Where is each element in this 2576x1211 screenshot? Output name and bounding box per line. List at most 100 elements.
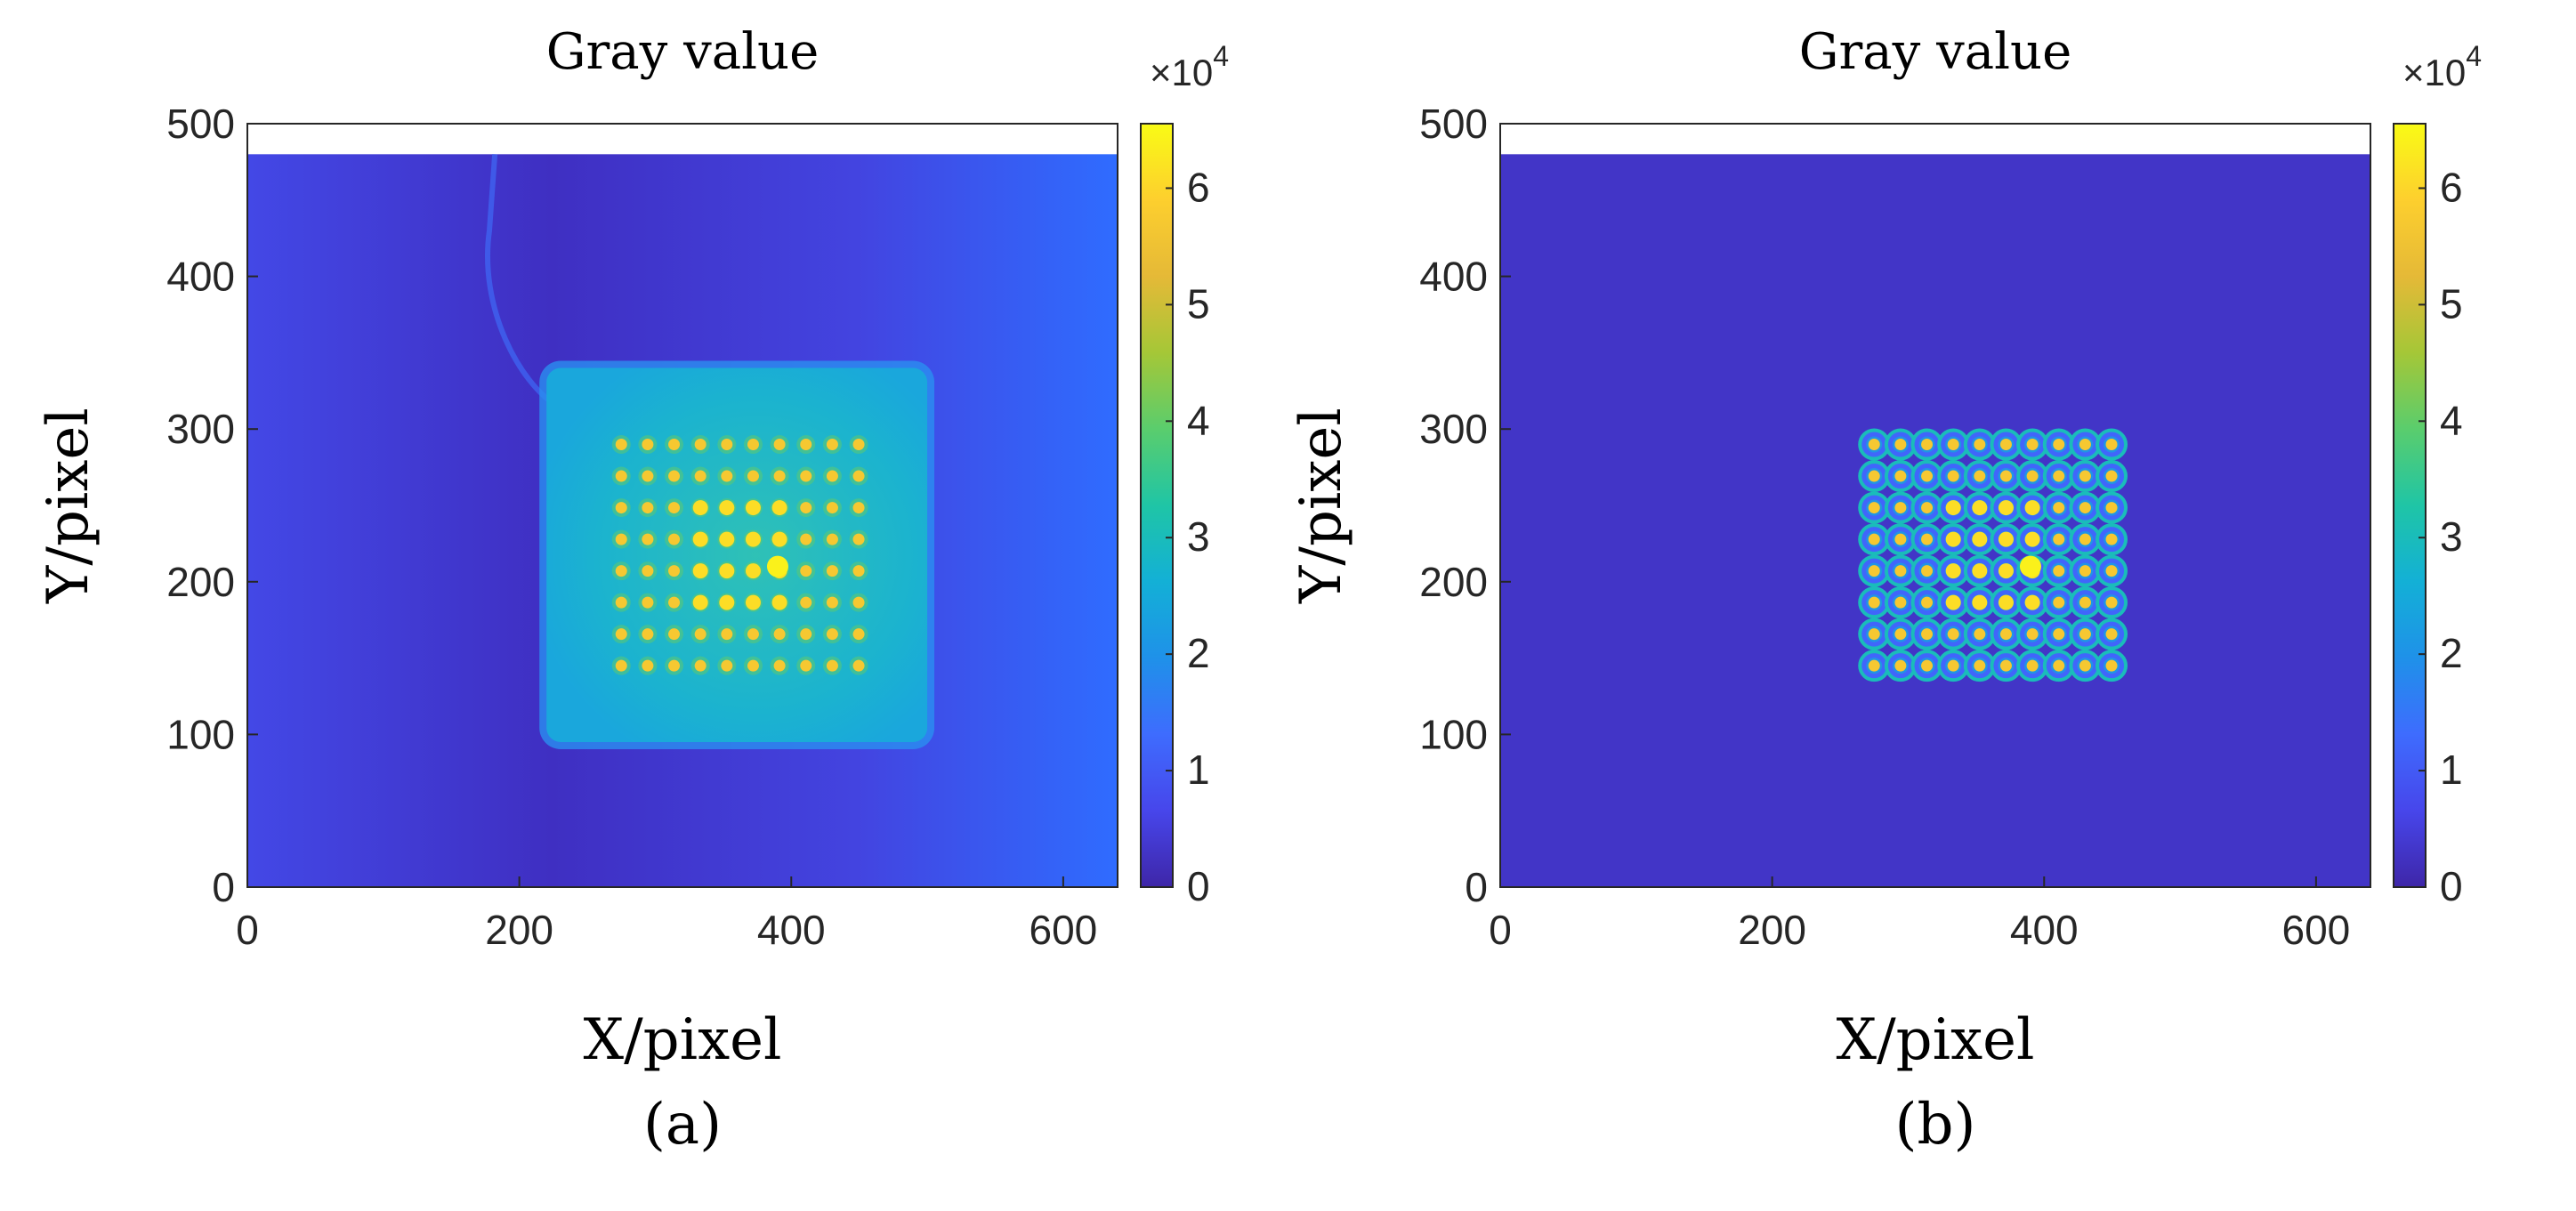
x-tick-label: 200 bbox=[485, 907, 553, 953]
spot bbox=[668, 533, 681, 545]
y-tick-label: 300 bbox=[166, 406, 235, 452]
y-tick-label: 100 bbox=[1419, 711, 1488, 757]
plate bbox=[546, 367, 928, 742]
spot bbox=[2053, 470, 2065, 482]
spot bbox=[1947, 628, 1959, 641]
spot bbox=[1894, 439, 1907, 451]
colorbar-tick-label: 1 bbox=[1187, 747, 1210, 793]
spot bbox=[745, 594, 761, 610]
spot bbox=[1998, 500, 2014, 516]
spot bbox=[692, 563, 708, 579]
spot bbox=[745, 500, 761, 516]
spot bbox=[1947, 439, 1959, 451]
spot bbox=[2079, 565, 2091, 577]
spot bbox=[1868, 470, 1880, 482]
spot bbox=[1974, 439, 1986, 451]
spot bbox=[2105, 659, 2118, 672]
spot bbox=[668, 470, 681, 482]
spot bbox=[692, 500, 708, 516]
y-tick-label: 200 bbox=[1419, 559, 1488, 605]
spot bbox=[721, 470, 733, 482]
y-tick-label: 500 bbox=[1419, 101, 1488, 147]
spot bbox=[1974, 470, 1986, 482]
colorbar-tick-label: 2 bbox=[2440, 630, 2463, 676]
spot bbox=[1998, 563, 2014, 579]
colorbar bbox=[1140, 123, 1174, 888]
spot bbox=[2079, 659, 2091, 672]
colorbar-tick-label: 2 bbox=[1187, 630, 1210, 676]
spot bbox=[826, 533, 838, 545]
colorbar-tick-label: 6 bbox=[2440, 164, 2463, 210]
spot bbox=[692, 594, 708, 610]
x-tick-label: 0 bbox=[236, 907, 259, 953]
colorbar-tick-label: 5 bbox=[2440, 280, 2463, 327]
spot bbox=[2026, 439, 2039, 451]
spot bbox=[1921, 502, 1934, 514]
spot bbox=[2053, 596, 2065, 609]
spot bbox=[2105, 628, 2118, 641]
spot bbox=[721, 628, 733, 641]
spot bbox=[1945, 531, 1961, 547]
spot bbox=[1868, 439, 1880, 451]
spot bbox=[615, 439, 627, 451]
spot bbox=[1999, 659, 2012, 672]
spot bbox=[668, 628, 681, 641]
spot bbox=[2024, 594, 2040, 610]
spot bbox=[2105, 596, 2118, 609]
spot bbox=[1998, 594, 2014, 610]
y-tick-label: 0 bbox=[212, 864, 235, 910]
x-tick-label: 400 bbox=[2010, 907, 2079, 953]
spot bbox=[692, 531, 708, 547]
y-tick-label: 400 bbox=[166, 254, 235, 300]
spot bbox=[642, 470, 654, 482]
spot bbox=[826, 659, 838, 672]
spot bbox=[852, 596, 865, 609]
spot bbox=[747, 659, 759, 672]
colorbar-tick-label: 4 bbox=[1187, 397, 1210, 443]
spot bbox=[1868, 565, 1880, 577]
x-tick-label: 600 bbox=[2282, 907, 2351, 953]
spot bbox=[826, 565, 838, 577]
spot bbox=[800, 565, 812, 577]
spot bbox=[826, 628, 838, 641]
colorbar-exponent-base: ×10 bbox=[1150, 52, 1213, 93]
spot bbox=[2105, 533, 2118, 545]
colorbar-exponent: ×104 bbox=[2402, 40, 2482, 93]
spot bbox=[2026, 628, 2039, 641]
spot bbox=[668, 596, 681, 609]
spot bbox=[800, 439, 812, 451]
spot bbox=[1894, 533, 1907, 545]
x-tick-label: 200 bbox=[1738, 907, 1806, 953]
spot bbox=[2053, 565, 2065, 577]
spot bbox=[852, 502, 865, 514]
spot bbox=[1999, 628, 2012, 641]
spot bbox=[694, 659, 707, 672]
spot bbox=[642, 628, 654, 641]
spot bbox=[1947, 470, 1959, 482]
axes-box bbox=[246, 123, 1118, 888]
spot bbox=[721, 659, 733, 672]
spot bbox=[615, 502, 627, 514]
x-tick-label: 0 bbox=[1489, 907, 1512, 953]
spot bbox=[1921, 439, 1934, 451]
spot bbox=[1868, 533, 1880, 545]
spot bbox=[1894, 628, 1907, 641]
spot bbox=[1868, 659, 1880, 672]
colorbar-exponent-power: 4 bbox=[1213, 40, 1229, 72]
spot bbox=[1972, 500, 1988, 516]
spot bbox=[1974, 628, 1986, 641]
spot bbox=[852, 439, 865, 451]
colorbar-tick-label: 1 bbox=[2440, 747, 2463, 793]
y-tick-label: 400 bbox=[1419, 254, 1488, 300]
spot bbox=[694, 439, 707, 451]
spot bbox=[2053, 439, 2065, 451]
y-tick-label: 100 bbox=[166, 711, 235, 757]
spot bbox=[1921, 565, 1934, 577]
spot bbox=[694, 628, 707, 641]
y-axis-label: Y/pixel bbox=[1288, 408, 1354, 604]
spot bbox=[642, 659, 654, 672]
spot bbox=[745, 531, 761, 547]
spot bbox=[747, 628, 759, 641]
spot bbox=[2026, 659, 2039, 672]
